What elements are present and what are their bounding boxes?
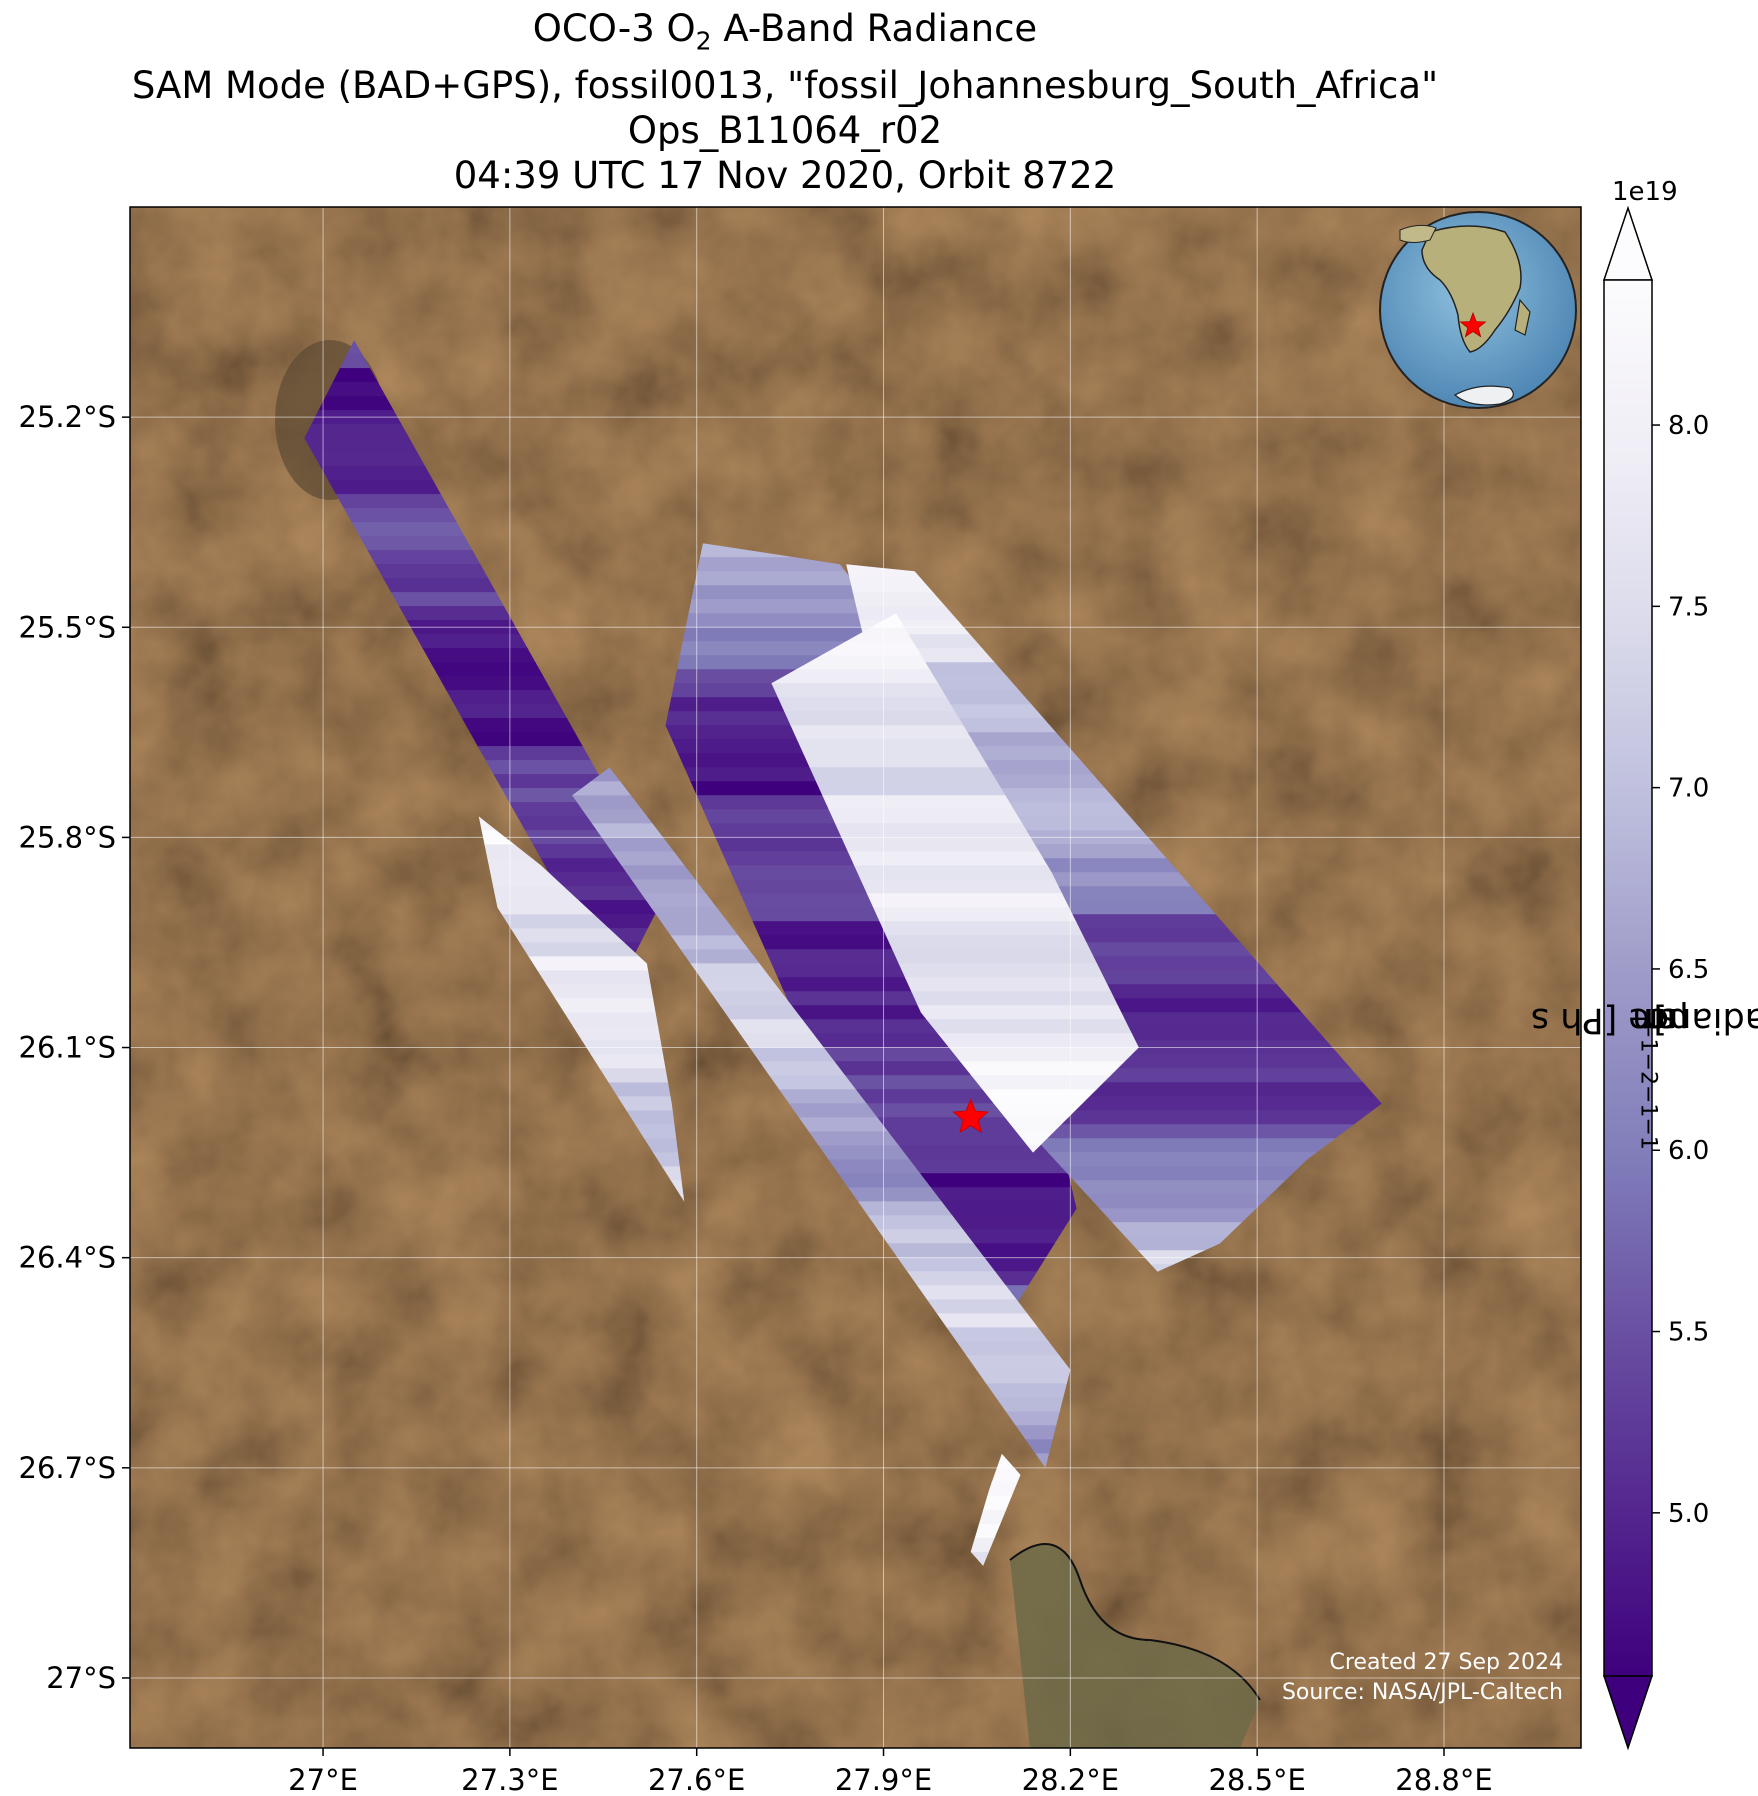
colorbar-tick-label: 6.5 [1668, 955, 1709, 985]
x-axis-ticks: 27°E 27.3°E 27.6°E 27.9°E 28.2°E 28.5°E 28.8°E [288, 1748, 1493, 1796]
y-tick-label: 25.2°S [19, 400, 116, 434]
x-tick-label: 28.5°E [1208, 1763, 1305, 1796]
y-axis-ticks: 25.2°S 25.5°S 25.8°S 26.1°S 26.4°S 26.7°S 27°S [19, 400, 130, 1695]
title-line-4: 04:39 UTC 17 Nov 2020, Orbit 8722 [453, 154, 1117, 198]
colorbar-tick-label: 7.5 [1668, 592, 1709, 622]
y-tick-label: 27°S [46, 1661, 116, 1695]
title-line-3: Ops_B11064_r02 [627, 109, 943, 153]
chart-title: OCO-3 O2 A-Band Radiance SAM Mode (BAD+G… [0, 6, 1570, 198]
x-tick-label: 27.6°E [648, 1763, 745, 1796]
map-frame [129, 206, 1582, 1749]
colorbar-tick-label: 6.0 [1668, 1136, 1709, 1166]
colorbar-ticks: 8.0 7.5 7.0 6.5 6.0 5.5 5.0 [1652, 411, 1709, 1529]
target-star-icon [952, 1098, 990, 1134]
colorbar-body [1603, 279, 1653, 1677]
source-credit: Source: NASA/JPL-Caltech [1281, 1680, 1563, 1705]
globe-target-star-icon [1459, 311, 1487, 338]
colorbar-label: Radiance [Ph s−1 m−2 sr−1μm−1] [1530, 1000, 1758, 1150]
colorbar-tick-label: 7.0 [1668, 774, 1709, 804]
globe-inset [1379, 211, 1577, 409]
y-tick-label: 26.4°S [19, 1241, 116, 1275]
x-tick-label: 28.2°E [1022, 1763, 1119, 1796]
gridlines [130, 207, 1581, 1748]
y-tick-label: 25.5°S [19, 610, 116, 644]
x-tick-label: 27°E [288, 1763, 358, 1796]
title-line-1: OCO-3 O2 A-Band Radiance [532, 7, 1038, 56]
colorbar-exponent: 1e19 [1612, 177, 1678, 207]
y-tick-label: 26.1°S [19, 1031, 116, 1065]
target-star-marker [952, 1098, 990, 1134]
created-credit: Created 27 Sep 2024 [1329, 1650, 1564, 1675]
colorbar-tick-label: 8.0 [1668, 411, 1709, 441]
colorbar-min-extend [1602, 1675, 1654, 1751]
colorbar-tick-label: 5.0 [1668, 1499, 1709, 1529]
x-tick-label: 27.3°E [461, 1763, 558, 1796]
swath-cell [771, 865, 1139, 881]
colorbar-tick-label: 5.5 [1668, 1318, 1709, 1348]
title-line-2: SAM Mode (BAD+GPS), fossil0013, "fossil_… [131, 64, 1439, 108]
x-tick-label: 27.9°E [835, 1763, 932, 1796]
y-tick-label: 26.7°S [19, 1451, 116, 1485]
colorbar: 8.0 7.5 7.0 6.5 6.0 5.5 5.0 1e19 [1602, 177, 1709, 1751]
colorbar-max-extend [1602, 205, 1654, 281]
x-tick-label: 28.8°E [1395, 1763, 1492, 1796]
y-tick-label: 25.8°S [19, 820, 116, 854]
